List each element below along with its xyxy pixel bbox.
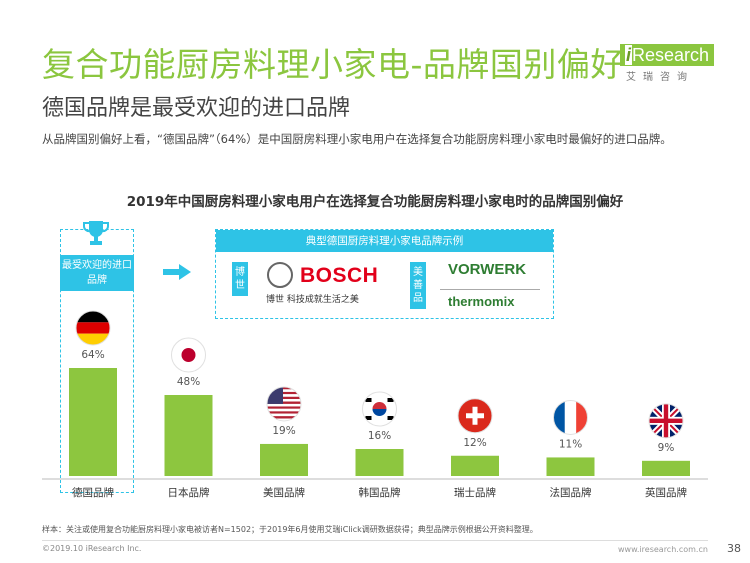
usa-flag-icon bbox=[266, 386, 302, 422]
vorwerk-tag: 美善品 bbox=[410, 262, 426, 309]
france-flag-icon bbox=[553, 399, 588, 435]
description: 从品牌国别偏好上看，“德国品牌”（64%）是中国厨房料理小家电用户在选择复合功能… bbox=[42, 132, 672, 146]
arrow-right-icon bbox=[163, 264, 191, 280]
value-label-2: 19% bbox=[272, 425, 295, 437]
page-title: 复合功能厨房料理小家电-品牌国别偏好 bbox=[42, 45, 624, 84]
bar-5 bbox=[546, 457, 595, 476]
bar-3 bbox=[355, 449, 404, 476]
japan-flag-icon bbox=[171, 337, 206, 373]
bosch-tag: 博世 bbox=[232, 262, 248, 296]
korea-flag-icon bbox=[362, 391, 397, 427]
category-label-5: 法国品牌 bbox=[550, 486, 592, 499]
bosch-logo: BOSCH bbox=[300, 264, 379, 287]
logo-i: i bbox=[625, 45, 633, 65]
bar-4 bbox=[451, 455, 499, 476]
footer-divider bbox=[42, 540, 708, 541]
logo-sub: 艾瑞咨询 bbox=[626, 72, 694, 83]
trophy-icon bbox=[83, 221, 109, 245]
uk-flag-icon bbox=[648, 403, 684, 439]
brand-divider bbox=[440, 289, 540, 290]
vorwerk-logo: VORWERK bbox=[448, 261, 527, 278]
footer-url: www.iresearch.com.cn bbox=[618, 545, 708, 554]
bosch-logo-icon bbox=[267, 262, 293, 288]
germany-flag-icon bbox=[75, 310, 111, 346]
footnote: 样本：关注或使用复合功能厨房料理小家电被访者N=1502；于2019年6月使用艾… bbox=[42, 525, 538, 534]
bar-2 bbox=[260, 443, 308, 476]
copyright: ©2019.10 iResearch Inc. bbox=[42, 544, 142, 553]
value-label-0: 64% bbox=[81, 349, 104, 361]
category-label-2: 美国品牌 bbox=[263, 486, 305, 499]
brand-examples-title: 典型德国厨房料理小家电品牌示例 bbox=[216, 230, 553, 252]
page-subtitle: 德国品牌是最受欢迎的进口品牌 bbox=[42, 96, 351, 121]
category-label-0: 德国品牌 bbox=[72, 486, 114, 499]
logo-brand: Research bbox=[632, 45, 710, 65]
category-label-3: 韩国品牌 bbox=[359, 486, 401, 499]
value-label-3: 16% bbox=[368, 430, 391, 442]
chart-title: 2019年中国厨房料理小家电用户在选择复合功能厨房料理小家电时的品牌国别偏好 bbox=[126, 194, 624, 210]
bosch-slogan: 博世 科技成就生活之美 bbox=[266, 295, 359, 305]
value-label-1: 48% bbox=[177, 376, 200, 388]
value-label-5: 11% bbox=[559, 438, 582, 450]
bar-6 bbox=[642, 460, 690, 476]
value-label-4: 12% bbox=[463, 437, 486, 449]
bar-0 bbox=[69, 368, 117, 476]
switzerland-flag-icon bbox=[457, 398, 493, 434]
brand-examples-frame bbox=[215, 229, 554, 319]
page-number: 38 bbox=[727, 542, 741, 555]
category-label-4: 瑞士品牌 bbox=[454, 486, 496, 499]
bar-1 bbox=[164, 395, 213, 476]
thermomix-logo: thermomix bbox=[448, 294, 515, 309]
category-label-1: 日本品牌 bbox=[168, 486, 210, 499]
favorite-label: 最受欢迎的进口品牌 bbox=[60, 255, 134, 291]
category-label-6: 英国品牌 bbox=[645, 486, 687, 499]
value-label-6: 9% bbox=[658, 442, 675, 454]
iresearch-logo: iResearch 艾瑞咨询 bbox=[620, 44, 715, 83]
